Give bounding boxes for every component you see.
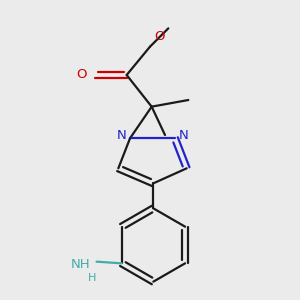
Text: O: O <box>76 68 87 82</box>
Text: NH: NH <box>71 259 91 272</box>
Text: N: N <box>179 129 189 142</box>
Text: O: O <box>154 30 164 43</box>
Text: H: H <box>88 273 96 283</box>
Text: N: N <box>116 129 126 142</box>
